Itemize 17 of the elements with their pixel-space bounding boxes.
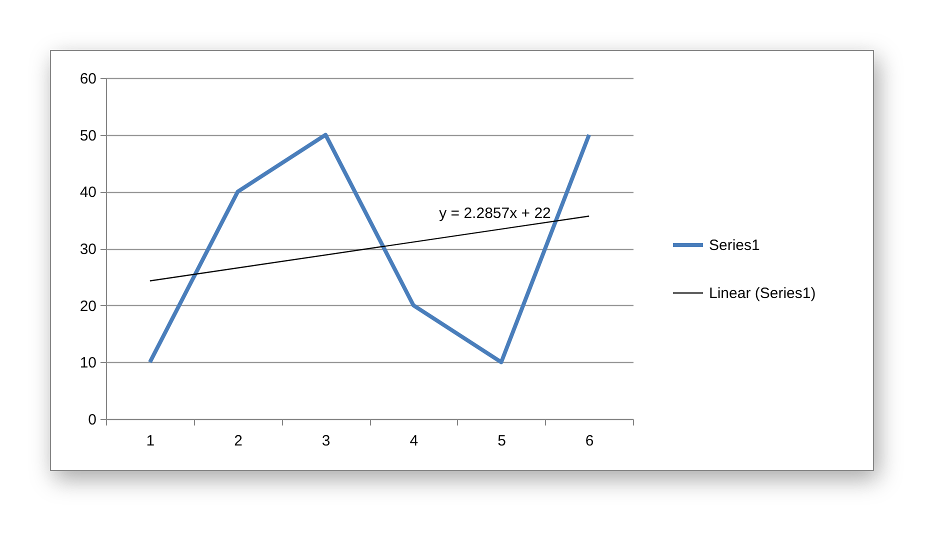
x-tick-label: 3 <box>322 432 330 450</box>
y-tick-label: 0 <box>88 412 96 428</box>
x-tick-label: 1 <box>146 432 155 450</box>
line-series <box>148 132 592 364</box>
y-tick-label: 40 <box>80 184 96 202</box>
y-tick-label: 60 <box>80 70 96 88</box>
y-tick-label: 20 <box>80 298 96 315</box>
x-tick-label: 2 <box>234 432 242 450</box>
x-tick-label: 6 <box>585 432 594 450</box>
y-tick-label: 50 <box>80 127 96 144</box>
legend-label: Linear (Series1) <box>709 285 816 302</box>
legend-label: Series1 <box>709 237 760 254</box>
x-tick-label: 5 <box>498 432 506 450</box>
annotation: y = 2.2857x + 22 <box>439 205 551 222</box>
x-tick-label: 4 <box>410 432 418 450</box>
y-tick-label: 10 <box>80 354 96 372</box>
y-tick-label: 30 <box>80 241 96 258</box>
